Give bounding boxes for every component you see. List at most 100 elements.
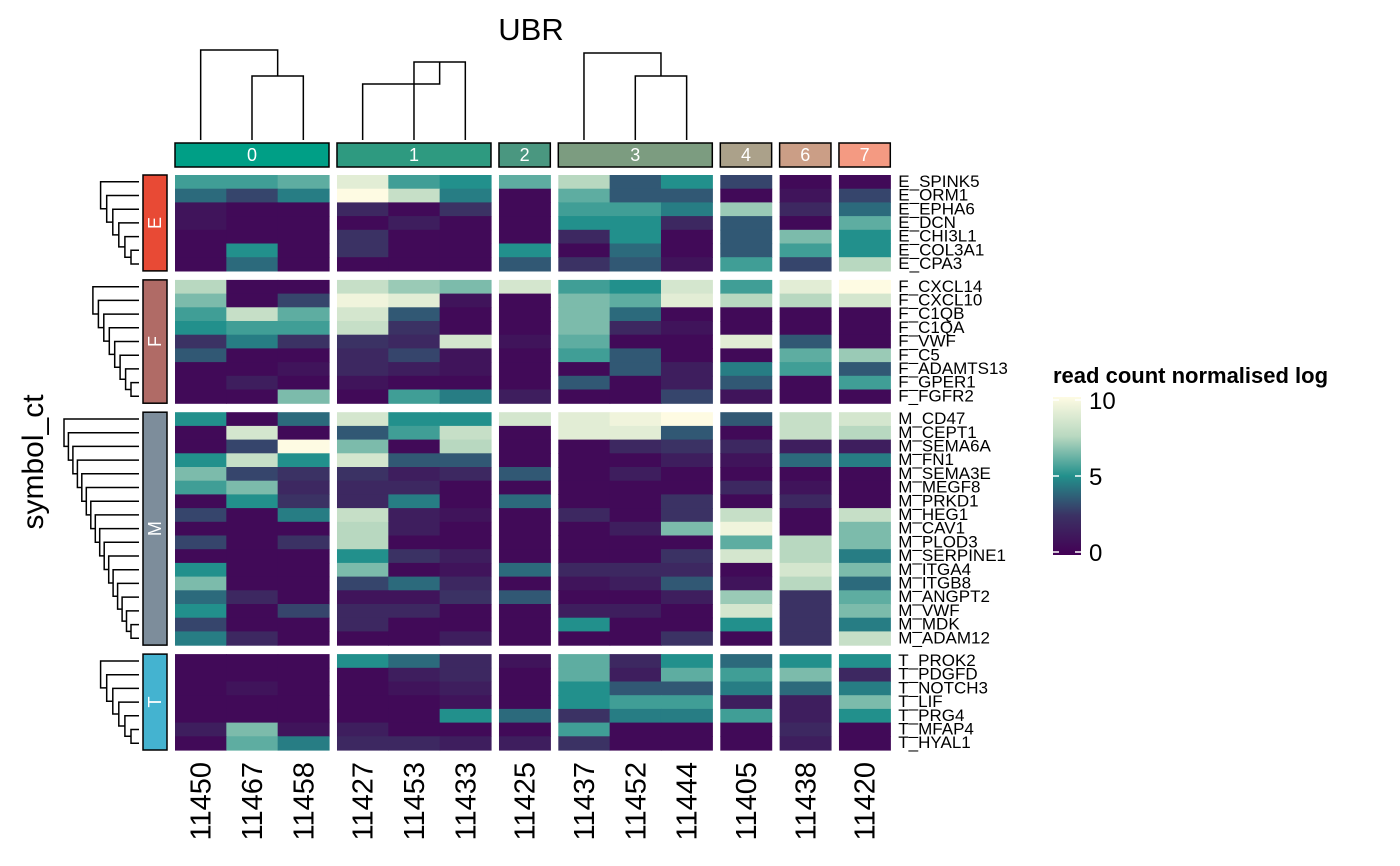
- heatmap-cell: [336, 216, 389, 231]
- row-label: E_DCN: [898, 213, 956, 232]
- heatmap-cell: [226, 293, 279, 308]
- heatmap-cell: [720, 321, 773, 336]
- heatmap-cell: [779, 617, 832, 632]
- row-labels: E_SPINK5E_ORM1E_EPHA6E_DCNE_CHI3L1E_COL3…: [898, 172, 1008, 752]
- column-dendrogram: [199, 49, 688, 140]
- heatmap-cell: [720, 722, 773, 737]
- heatmap-cell: [388, 590, 441, 605]
- heatmap-cell: [558, 362, 611, 377]
- heatmap-cell: [609, 425, 662, 441]
- heatmap-cell: [720, 243, 773, 258]
- column-label: 11420: [850, 762, 882, 841]
- dendrogram-branch: [634, 75, 688, 140]
- heatmap-cell: [336, 188, 389, 203]
- heatmap-cell: [720, 494, 773, 509]
- row-group-box: [142, 279, 168, 404]
- dendrogram-branch: [361, 62, 441, 140]
- heatmap-cell: [720, 549, 773, 564]
- row-label: F_GPER1: [898, 373, 975, 392]
- heatmap-cell: [609, 535, 662, 550]
- heatmap-cell: [838, 293, 891, 308]
- heatmap-cell: [720, 480, 773, 495]
- heatmap-cell: [439, 425, 492, 441]
- row-label: T_NOTCH3: [898, 678, 988, 697]
- heatmap-cell: [277, 494, 330, 509]
- heatmap-cell: [226, 375, 279, 391]
- heatmap-cell: [277, 654, 330, 669]
- heatmap-cell: [388, 508, 441, 523]
- heatmap-cell: [277, 321, 330, 336]
- heatmap-cell: [439, 229, 492, 245]
- dendrogram-branch: [251, 75, 305, 140]
- heatmap-cell: [558, 229, 611, 245]
- heatmap-cell: [226, 348, 279, 363]
- column-label: 11453: [399, 762, 431, 841]
- heatmap-cell: [439, 562, 492, 578]
- column-label: 11425: [510, 762, 542, 841]
- heatmap-cell: [175, 508, 227, 523]
- heatmap-cell: [558, 549, 611, 564]
- heatmap-cell: [660, 521, 713, 537]
- heatmap-cell: [720, 467, 773, 482]
- column-label: 11438: [790, 762, 822, 841]
- column-group-annotations: 0 1 2 3 4 6 7: [174, 142, 892, 168]
- heatmap-cell: [226, 631, 279, 646]
- heatmap-cell: [838, 695, 891, 710]
- heatmap-cell: [838, 348, 891, 363]
- heatmap-cell: [558, 348, 611, 363]
- heatmap-cell: [175, 631, 227, 646]
- legend-title: read count normalised log: [1053, 363, 1328, 388]
- heatmap-cell: [336, 348, 389, 363]
- heatmap-cell: [277, 590, 330, 605]
- heatmap-cell: [336, 243, 389, 258]
- heatmap-cell: [838, 576, 891, 591]
- heatmap-cell: [779, 604, 832, 619]
- heatmap-cell: [838, 480, 891, 495]
- heatmap-cell: [660, 348, 713, 363]
- heatmap-cells: [175, 175, 891, 751]
- heatmap-cell: [175, 667, 227, 683]
- heatmap-cell: [609, 279, 662, 295]
- heatmap-cell: [277, 293, 330, 308]
- heatmap-cell: [226, 521, 279, 537]
- dendrogram-branch: [118, 701, 139, 727]
- heatmap-cell: [388, 708, 441, 724]
- heatmap-cell: [336, 425, 389, 441]
- heatmap-cell: [388, 576, 441, 591]
- heatmap-cell: [277, 389, 330, 404]
- row-label: F_C1QB: [898, 304, 964, 323]
- heatmap-cell: [336, 362, 389, 377]
- heatmap-cell: [660, 708, 713, 724]
- heatmap-cell: [439, 667, 492, 683]
- row-group-label: F: [145, 336, 165, 347]
- heatmap-cell: [226, 229, 279, 245]
- heatmap-cell: [277, 722, 330, 737]
- heatmap-cell: [175, 549, 227, 564]
- heatmap-cell: [660, 412, 713, 427]
- heatmap-cell: [175, 480, 227, 495]
- heatmap-cell: [779, 334, 832, 349]
- heatmap-cell: [226, 412, 279, 427]
- heatmap-cell: [720, 293, 773, 308]
- heatmap-cell: [439, 439, 492, 454]
- heatmap-cell: [175, 453, 227, 468]
- heatmap-cell: [498, 617, 551, 632]
- heatmap-cell: [609, 590, 662, 605]
- heatmap-cell: [558, 412, 611, 427]
- heatmap-cell: [838, 229, 891, 245]
- heatmap-cell: [838, 375, 891, 391]
- heatmap-cell: [439, 695, 492, 710]
- heatmap-cell: [779, 362, 832, 377]
- heatmap-cell: [720, 389, 773, 404]
- heatmap-cell: [439, 508, 492, 523]
- heatmap-cell: [277, 257, 330, 272]
- heatmap-cell: [226, 439, 279, 454]
- heatmap-cell: [838, 362, 891, 377]
- heatmap-cell: [277, 617, 330, 632]
- dendrogram-branch: [116, 582, 139, 610]
- heatmap-cell: [226, 604, 279, 619]
- heatmap-cell: [558, 279, 611, 295]
- row-label: T_MFAP4: [898, 719, 974, 738]
- heatmap-cell: [277, 576, 330, 591]
